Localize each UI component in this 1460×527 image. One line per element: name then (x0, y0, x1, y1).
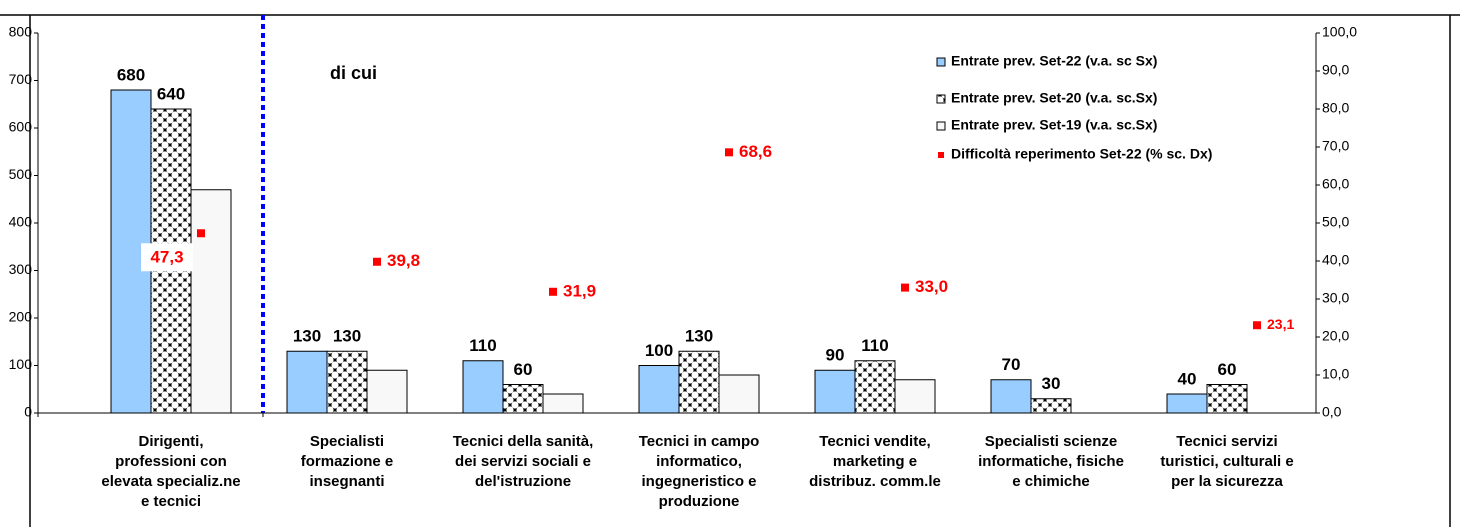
data-label: 39,8 (387, 251, 420, 270)
y-tick-label: 0 (24, 404, 32, 420)
y2-tick-label: 90,0 (1322, 62, 1349, 78)
data-label: 70 (1002, 355, 1021, 374)
bar (462, 360, 504, 414)
legend-marker (936, 121, 946, 131)
data-label: 33,0 (915, 277, 948, 296)
y-tick-label: 600 (9, 119, 33, 135)
bar (542, 393, 584, 414)
point (725, 148, 733, 157)
bar (1166, 393, 1208, 414)
legend-label: Entrate prev. Set-20 (v.a. sc.Sx) (951, 90, 1157, 106)
legend-marker (936, 57, 946, 67)
data-label: 640 (157, 84, 185, 103)
y-tick-label: 800 (9, 24, 33, 40)
y-tick-label: 700 (9, 71, 33, 87)
bar (1030, 398, 1072, 414)
x-tick-label: Specialisti formazione e insegnanti (300, 433, 394, 490)
y-tick-label: 400 (9, 214, 33, 230)
bar (190, 189, 232, 414)
point (373, 257, 381, 266)
y2-tick-label: 100,0 (1322, 24, 1357, 40)
y-tick-label: 200 (9, 309, 33, 325)
data-label: 110 (469, 336, 496, 355)
data-label: 130 (333, 327, 361, 346)
data-label: 40 (1178, 369, 1197, 388)
legend-label: Entrate prev. Set-22 (v.a. sc Sx) (951, 53, 1157, 69)
y2-tick-label: 0,0 (1322, 404, 1342, 420)
y2-tick-label: 60,0 (1322, 176, 1349, 192)
label-box (141, 243, 193, 272)
bar (326, 350, 368, 414)
x-tick-label: Specialisti scienze informatiche, fisich… (978, 433, 1124, 490)
bar (854, 360, 896, 414)
data-label: 680 (117, 65, 145, 84)
bar (502, 384, 544, 414)
point (197, 229, 205, 238)
point (549, 287, 557, 296)
bar (366, 369, 408, 414)
y2-tick-label: 40,0 (1322, 252, 1349, 268)
x-tick-label: Tecnici della sanità, dei servizi social… (452, 433, 594, 490)
data-label: 100 (645, 341, 673, 360)
y2-tick-label: 70,0 (1322, 138, 1349, 154)
legend-label: Difficoltà reperimento Set-22 (% sc. Dx) (951, 146, 1212, 162)
data-label: 23,1 (1267, 316, 1294, 332)
bar (638, 365, 680, 414)
data-label: 30 (1042, 374, 1061, 393)
x-tick-label: Tecnici in campo informatico, ingegneris… (638, 433, 760, 510)
legend-marker (938, 152, 944, 158)
bar (894, 379, 936, 414)
y2-tick-label: 50,0 (1322, 214, 1349, 230)
bar (718, 374, 760, 414)
data-label: 60 (514, 360, 533, 379)
legend-marker (936, 94, 946, 104)
data-label: 31,9 (563, 281, 596, 300)
y2-tick-label: 10,0 (1322, 366, 1349, 382)
legend-label: Entrate prev. Set-19 (v.a. sc.Sx) (951, 117, 1157, 133)
y2-tick-label: 80,0 (1322, 100, 1349, 116)
data-label: 130 (293, 327, 321, 346)
data-label: 47,3 (150, 248, 183, 267)
bar (1206, 384, 1248, 414)
data-label: 68,6 (739, 142, 772, 161)
bar (678, 350, 720, 414)
point (901, 283, 909, 292)
y2-tick-label: 20,0 (1322, 328, 1349, 344)
y2-tick-label: 30,0 (1322, 290, 1349, 306)
y-tick-label: 500 (9, 166, 33, 182)
x-tick-label: Tecnici servizi turistici, culturali e p… (1160, 433, 1294, 490)
annotation: di cui (330, 63, 377, 83)
y-tick-label: 300 (9, 261, 33, 277)
data-label: 60 (1218, 360, 1237, 379)
x-tick-label: Tecnici vendite, marketing e distribuz. … (809, 433, 941, 490)
bar (286, 350, 328, 414)
data-label: 90 (826, 346, 845, 365)
bar (990, 379, 1032, 414)
x-tick-label: Dirigenti, professioni con elevata speci… (101, 433, 241, 510)
data-label: 130 (685, 327, 713, 346)
point (1253, 321, 1261, 330)
bar (814, 369, 856, 414)
y-tick-label: 100 (9, 356, 33, 372)
data-label: 110 (861, 336, 888, 355)
